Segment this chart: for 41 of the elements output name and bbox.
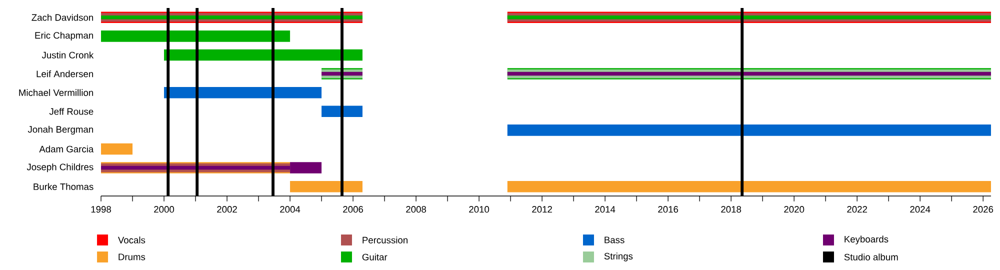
legend-label: Percussion — [362, 236, 408, 244]
x-tick-label: 2022 — [847, 206, 868, 213]
y-tick-label: Joseph Childres — [26, 163, 94, 172]
x-tick-label: 2006 — [343, 206, 363, 213]
x-tick-label: 2004 — [280, 206, 300, 213]
y-tick-label: Jonah Bergman — [28, 126, 94, 135]
bar — [101, 30, 290, 42]
y-tick-label: Burke Thomas — [34, 183, 94, 190]
bar — [164, 86, 322, 98]
legend-label: Vocals — [118, 236, 146, 244]
legend-label: Studio album — [844, 254, 898, 260]
x-tick-label: 2008 — [406, 206, 426, 213]
x-tick-label: 2024 — [910, 206, 930, 213]
x-tick-label: 2014 — [595, 206, 616, 213]
bar — [322, 106, 362, 118]
legend-label: Bass — [604, 236, 624, 244]
y-tick-label: Michael Vermillion — [19, 89, 94, 96]
x-tick-label: 2018 — [721, 206, 742, 213]
legend-label: Drums — [118, 254, 146, 260]
bar — [507, 124, 991, 136]
x-tick-label: 2000 — [154, 206, 174, 213]
y-tick-label: Leif Andersen — [36, 70, 94, 78]
x-tick-label: 2020 — [784, 206, 804, 213]
bar — [164, 49, 362, 61]
legend-label: Guitar — [362, 254, 388, 260]
y-tick-label: Eric Chapman — [35, 32, 94, 41]
legend-label: Keyboards — [844, 236, 888, 244]
x-tick-label: 1998 — [91, 206, 111, 213]
x-tick-label: 2002 — [217, 206, 237, 213]
y-tick-label: Zach Davidson — [32, 14, 94, 21]
x-tick-label: 2012 — [532, 206, 552, 213]
y-tick-label: Justin Cronk — [42, 52, 94, 58]
legend-label: Strings — [604, 252, 633, 262]
bar — [507, 180, 991, 192]
bar — [290, 180, 362, 192]
y-tick-label: Jeff Rouse — [49, 108, 94, 115]
x-tick-label: 2010 — [469, 206, 490, 213]
x-tick-label: 2026 — [973, 206, 994, 213]
bar — [101, 143, 133, 155]
x-tick-label: 2016 — [658, 206, 678, 213]
y-tick-label: Adam Garcia — [39, 146, 94, 152]
